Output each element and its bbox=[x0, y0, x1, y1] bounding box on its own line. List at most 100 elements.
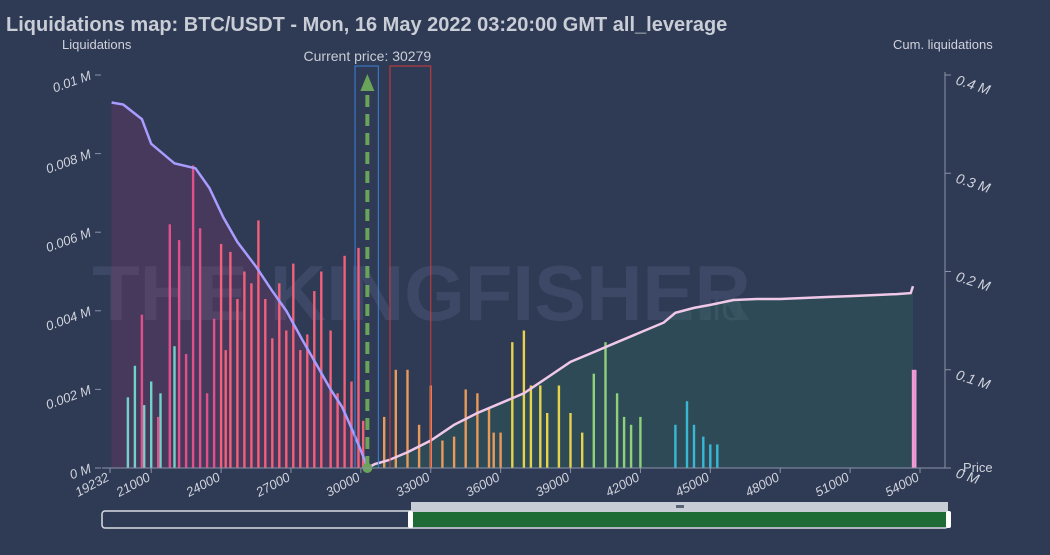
liquidation-bar bbox=[229, 251, 232, 468]
liquidation-bar bbox=[492, 432, 495, 468]
cumulative-short-area bbox=[367, 286, 914, 468]
liquidation-bar bbox=[702, 436, 705, 468]
liquidation-bar bbox=[529, 385, 533, 468]
liquidation-bar bbox=[362, 420, 365, 468]
x-axis-label: Price bbox=[963, 460, 993, 475]
liquidation-bar bbox=[569, 413, 572, 468]
x-tick-label: 48000 bbox=[743, 469, 783, 500]
liquidation-bar bbox=[150, 381, 153, 468]
liquidation-bar bbox=[441, 440, 444, 468]
liquidation-bar bbox=[191, 165, 195, 468]
liquidation-bar bbox=[914, 369, 917, 469]
liquidation-bar bbox=[911, 369, 915, 469]
chart-title: Liquidations map: BTC/USDT - Mon, 16 May… bbox=[6, 14, 728, 36]
liquidation-bar bbox=[487, 409, 491, 468]
y2-tick-label: 0.1 M bbox=[954, 366, 993, 392]
liquidation-bar bbox=[140, 314, 144, 468]
y-axis-label-right: Cum. liquidations bbox=[893, 37, 993, 52]
liquidation-bar bbox=[522, 330, 526, 468]
liquidation-bar bbox=[329, 330, 332, 468]
y-tick-label: 0.006 M bbox=[44, 225, 93, 255]
liquidation-bar bbox=[292, 263, 295, 468]
liquidation-bar bbox=[157, 416, 160, 468]
y2-tick-label: 0.3 M bbox=[954, 170, 993, 196]
liquidation-bar bbox=[476, 393, 479, 468]
liquidation-bar bbox=[257, 220, 260, 468]
liquidation-bar bbox=[615, 393, 619, 468]
y-tick-label: 0 M bbox=[68, 461, 94, 483]
y-axis-label-left: Liquidations bbox=[62, 37, 132, 52]
zoom-slider-grip-icon[interactable] bbox=[676, 505, 684, 508]
y2-tick-label: 0.4 M bbox=[954, 72, 993, 98]
x-tick-label: 21000 bbox=[113, 469, 154, 500]
y2-tick-label: 0.2 M bbox=[954, 268, 993, 294]
liquidation-bar bbox=[674, 424, 677, 468]
x-tick-label: 51000 bbox=[813, 469, 853, 500]
liquidation-bar bbox=[320, 271, 323, 468]
x-tick-label: 42000 bbox=[603, 469, 643, 500]
y-tick-label: 0.008 M bbox=[44, 146, 93, 176]
liquidation-bar bbox=[511, 342, 514, 468]
liquidation-bar bbox=[173, 346, 176, 468]
liquidation-bar bbox=[243, 271, 246, 468]
liquidation-bar bbox=[557, 385, 561, 468]
liquidation-bar bbox=[313, 291, 316, 468]
liquidation-bar bbox=[219, 244, 223, 468]
liquidation-bar bbox=[205, 393, 209, 468]
liquidation-bar bbox=[285, 330, 288, 468]
liquidation-bar bbox=[177, 240, 181, 468]
x-tick-label: 45000 bbox=[673, 469, 713, 500]
current-price-label: Current price: 30279 bbox=[304, 48, 432, 64]
x-tick-label: 24000 bbox=[183, 469, 224, 500]
y-tick-label: 0.01 M bbox=[51, 68, 94, 96]
liquidation-bar bbox=[250, 283, 253, 468]
liquidation-bar bbox=[343, 255, 346, 468]
liquidation-bar bbox=[383, 416, 386, 468]
y-tick-label: 0.002 M bbox=[44, 382, 93, 412]
x-tick-label: 36000 bbox=[463, 469, 503, 500]
liquidation-bar bbox=[306, 334, 309, 468]
liquidation-bar bbox=[685, 401, 689, 468]
liquidation-bar bbox=[622, 416, 626, 468]
liquidation-bar bbox=[394, 369, 397, 469]
liquidation-bar bbox=[264, 299, 267, 468]
liquidation-bar bbox=[604, 342, 607, 468]
liquidation-bar bbox=[212, 318, 216, 468]
zoom-slider-left-handle[interactable] bbox=[408, 511, 413, 528]
watermark-text: THE KINGFISHER bbox=[92, 249, 751, 337]
cumulative-long-line bbox=[111, 101, 369, 469]
y-tick-label: 0.004 M bbox=[44, 303, 93, 333]
liquidation-bar bbox=[546, 413, 549, 468]
liquidation-bar bbox=[539, 385, 542, 468]
cumulative-short-line bbox=[366, 285, 915, 470]
current-price-arrow bbox=[360, 74, 375, 91]
liquidation-bar bbox=[639, 416, 642, 468]
x-tick-label: 33000 bbox=[393, 469, 433, 500]
liquidation-bar bbox=[184, 354, 188, 468]
liquidation-bar bbox=[143, 405, 146, 468]
x-tick-label: 54000 bbox=[882, 469, 922, 500]
liquidation-bar bbox=[452, 436, 456, 468]
zoom-slider-selection[interactable] bbox=[411, 512, 948, 527]
liquidation-bar bbox=[198, 228, 202, 468]
y2-tick-label: 0 M bbox=[954, 465, 981, 488]
liquidation-bar bbox=[499, 432, 502, 468]
liquidation-bar bbox=[716, 444, 719, 468]
liquidation-bar bbox=[168, 224, 171, 468]
liquidation-bar bbox=[692, 424, 696, 468]
liquidation-bar bbox=[406, 369, 409, 469]
liquidation-bar bbox=[592, 373, 595, 468]
liquidation-bar bbox=[278, 283, 281, 468]
zoom-slider-right-handle[interactable] bbox=[946, 511, 951, 528]
liquidation-bar bbox=[464, 389, 467, 468]
liquidation-bar bbox=[629, 424, 633, 468]
liquidation-bar bbox=[126, 397, 130, 468]
liquidation-bar bbox=[271, 338, 274, 468]
liquidation-bar bbox=[236, 299, 239, 468]
liquidation-bar bbox=[709, 444, 712, 468]
x-tick-label: 27000 bbox=[253, 469, 294, 500]
liquidation-bar bbox=[224, 350, 227, 468]
watermark-suffix: .io bbox=[701, 285, 743, 329]
